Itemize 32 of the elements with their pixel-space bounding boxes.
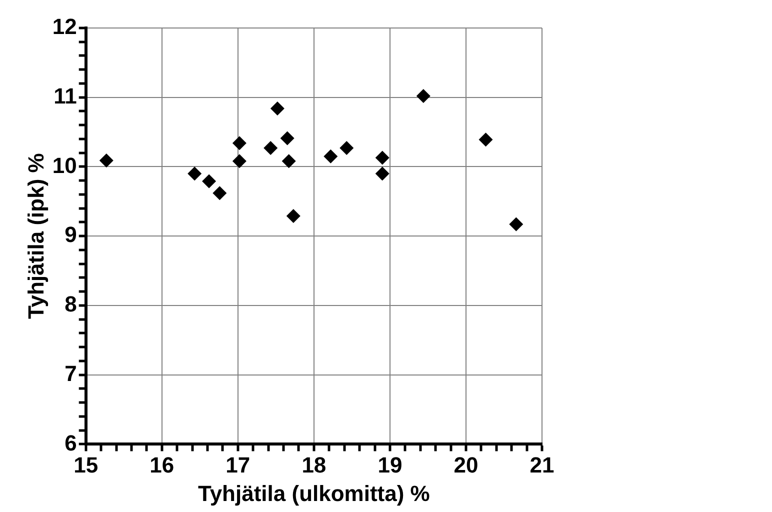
- x-tick-label: 18: [302, 452, 326, 478]
- x-tick-label: 16: [150, 452, 174, 478]
- point: [270, 101, 284, 116]
- point: [286, 208, 300, 223]
- point: [99, 153, 114, 168]
- point: [232, 154, 246, 168]
- point: [375, 166, 390, 181]
- point: [282, 154, 296, 168]
- x-tick-label: 21: [530, 452, 554, 478]
- point: [478, 132, 493, 147]
- point: [264, 141, 278, 156]
- y-tick-label: 11: [54, 83, 77, 108]
- x-tick-label: 20: [454, 452, 478, 478]
- point: [188, 166, 202, 181]
- point: [212, 186, 227, 200]
- point: [232, 136, 246, 150]
- y-tick-label: 8: [64, 292, 77, 317]
- y-axis-title: Tyhjätila (ipk) %: [23, 153, 48, 320]
- point: [375, 150, 390, 165]
- point: [509, 217, 524, 232]
- x-tick-label: 19: [378, 452, 402, 478]
- y-tick-label: 10: [52, 152, 77, 178]
- y-tick-label: 9: [64, 222, 77, 248]
- point: [416, 88, 430, 103]
- y-tick-label: 7: [64, 360, 77, 386]
- point: [324, 149, 338, 164]
- y-tick-label: 12: [52, 14, 77, 40]
- point: [280, 131, 294, 146]
- x-axis-title: Tyhjätila (ulkomitta) %: [198, 480, 430, 506]
- point: [202, 174, 216, 188]
- point: [340, 141, 354, 156]
- x-tick-label: 17: [226, 452, 250, 478]
